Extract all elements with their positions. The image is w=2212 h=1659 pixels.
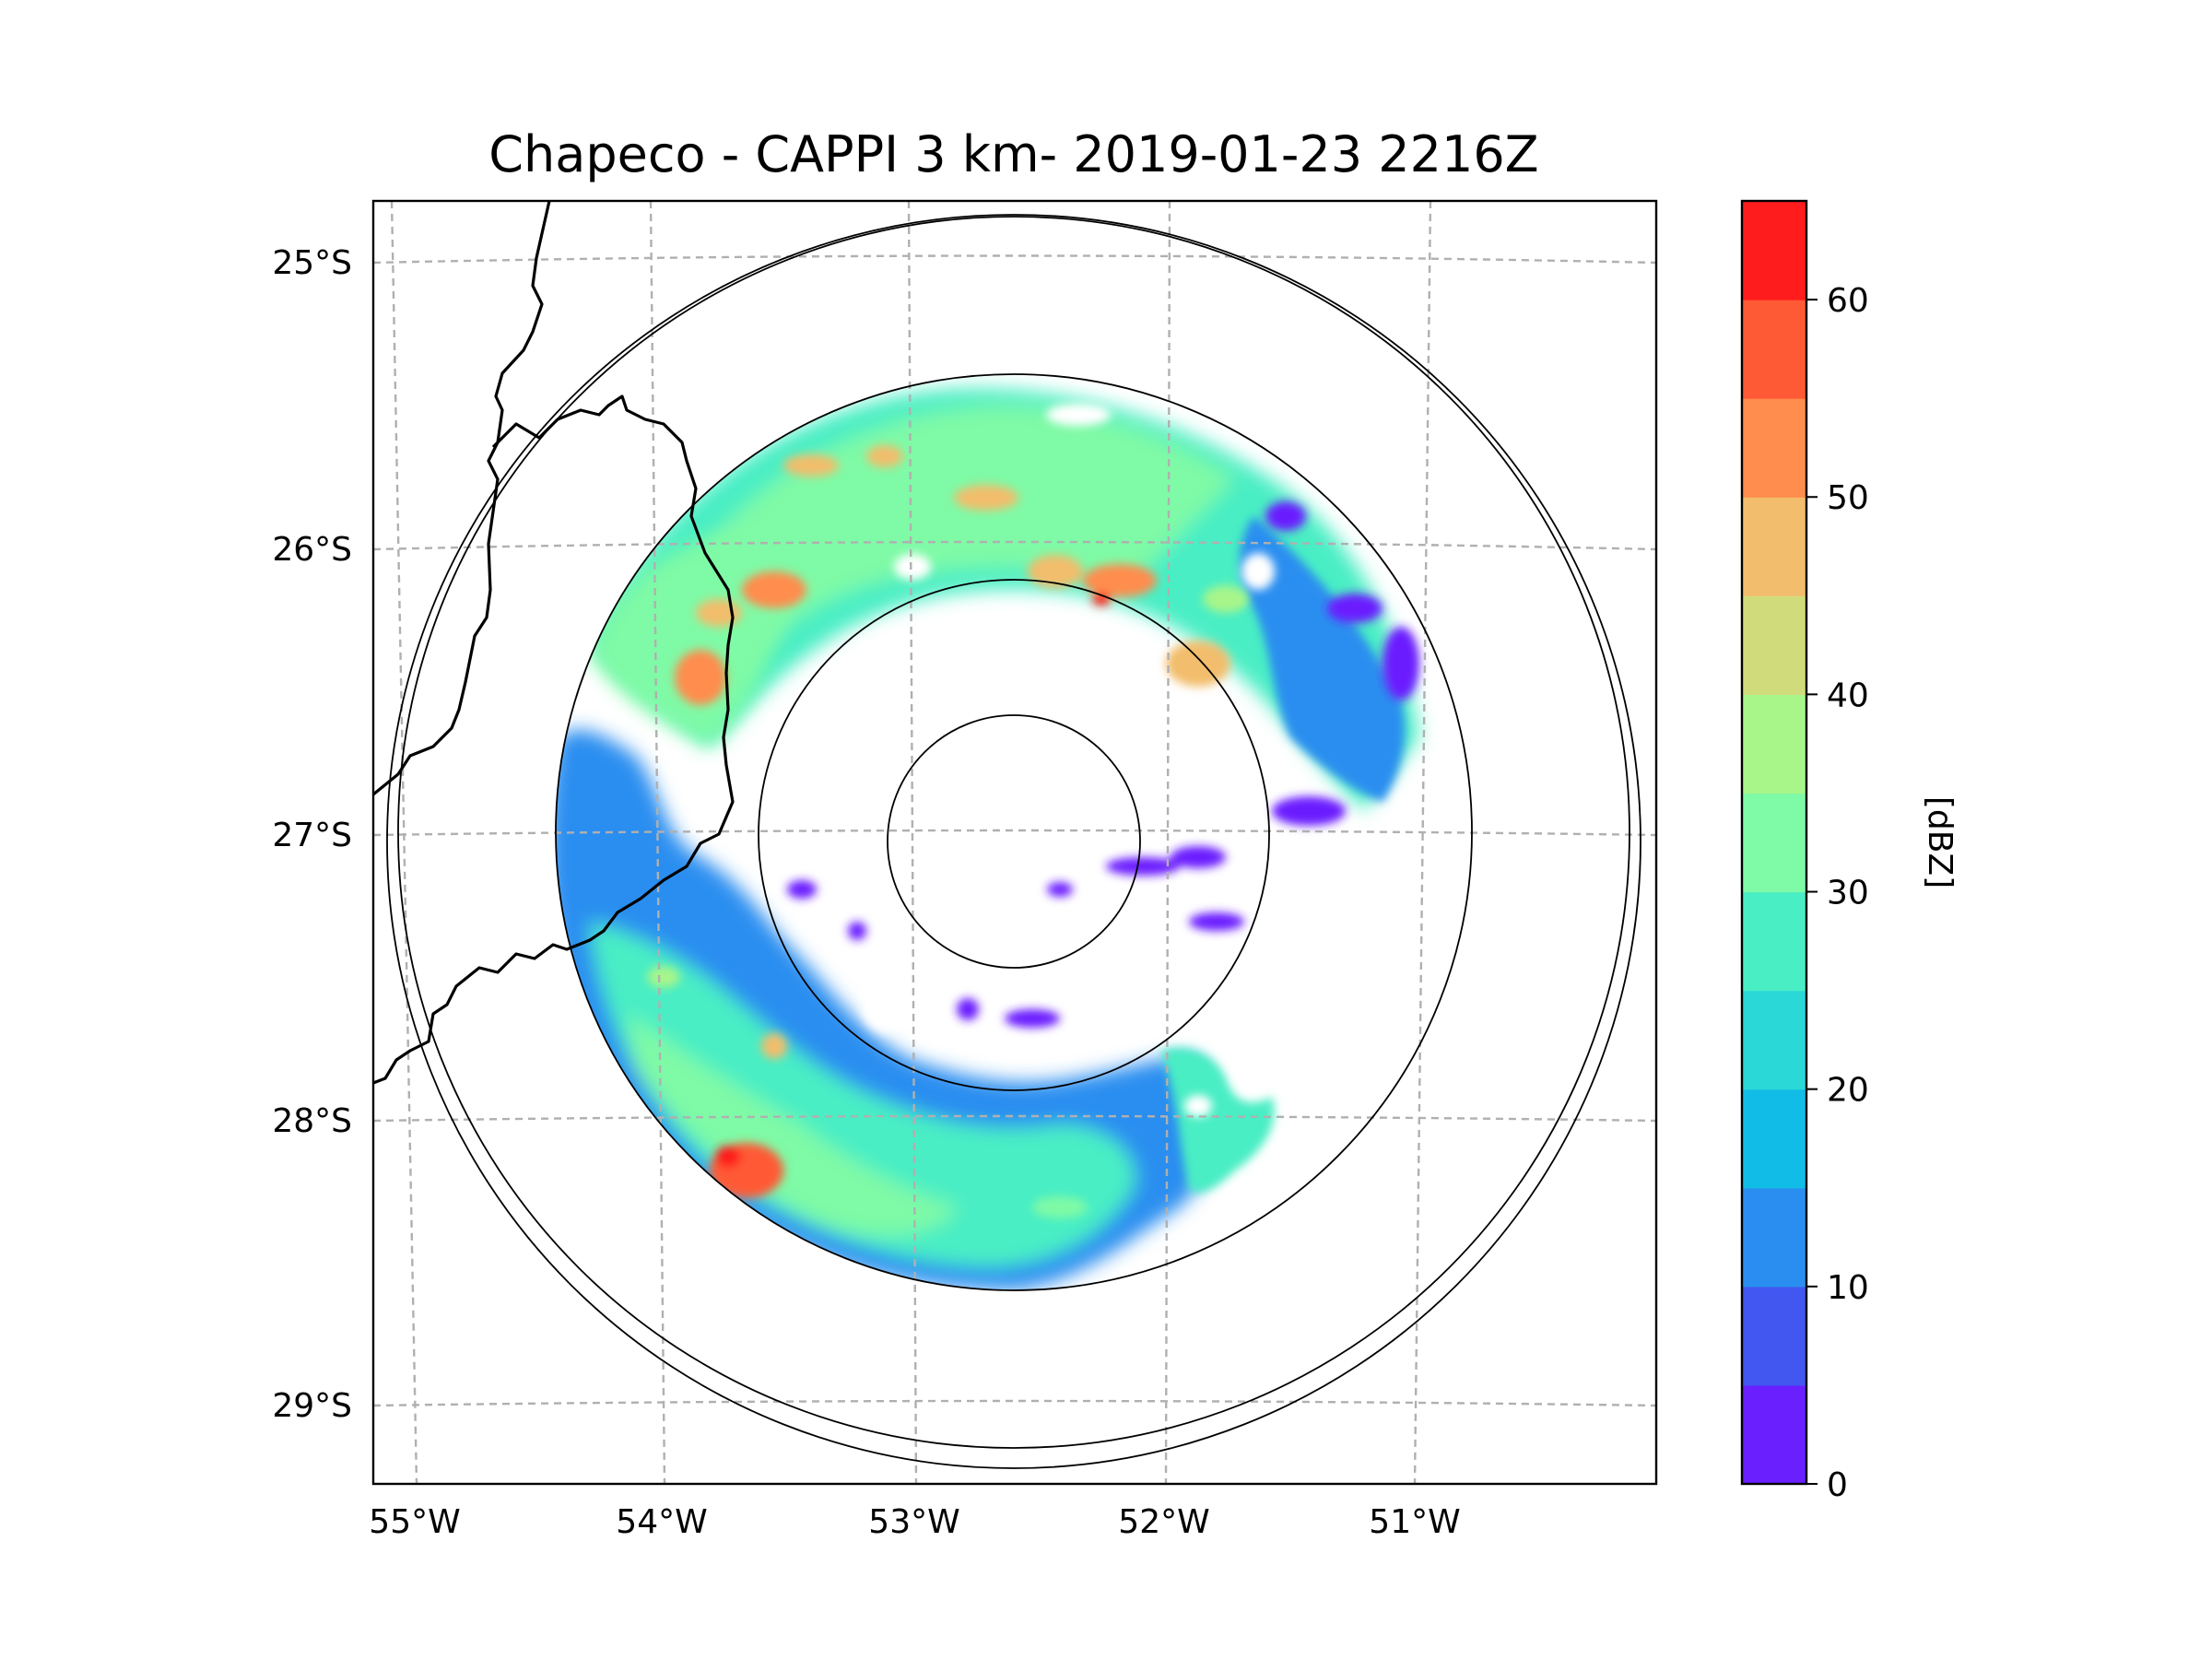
echo-weak-cell (848, 922, 866, 940)
echo-weak-cell (1382, 627, 1419, 700)
echo-core (742, 571, 806, 608)
colorbar-swatch (1742, 694, 1806, 794)
echo-gap (1046, 404, 1111, 426)
colorbar-frame (1740, 199, 1808, 1486)
echo-core (1032, 1196, 1088, 1218)
echo-weak-cell (1106, 857, 1180, 876)
echo-gap (1120, 687, 1184, 742)
echo-weak-cell (1327, 594, 1382, 623)
echo-weak-cell (1005, 1009, 1060, 1028)
range-rings (386, 214, 1641, 1469)
echo-core (954, 485, 1018, 511)
colorbar-tick-label: 10 (1827, 1269, 1869, 1307)
echo-core (1166, 641, 1230, 687)
colorbar-swatch (1742, 1088, 1806, 1189)
border-line (373, 394, 735, 1085)
longitude-labels: 55°W 54°W 53°W 52°W 51°W (369, 1503, 1460, 1541)
echo-core (1203, 585, 1249, 613)
echo-north-green (700, 406, 1235, 682)
colorbar-tick-label: 40 (1827, 677, 1869, 714)
lat-tick-label: 29°S (272, 1387, 352, 1425)
colorbar-swatches (1742, 201, 1806, 1485)
echo-weak-cell (787, 880, 817, 899)
echo-core (675, 650, 726, 705)
colorbar-swatch (1742, 990, 1806, 1090)
colorbar: 0 10 20 30 40 50 60 [dBZ] (1740, 199, 1959, 1504)
colorbar-ticks: 0 10 20 30 40 50 60 (1806, 282, 1869, 1504)
colorbar-swatch (1742, 793, 1806, 893)
lat-tick-label: 25°S (272, 244, 352, 282)
colorbar-tick-label: 20 (1827, 1072, 1869, 1110)
echo-weak-cell (1047, 882, 1073, 897)
colorbar-swatch (1742, 1187, 1806, 1288)
echo-weak-cell (1265, 501, 1306, 531)
echo-weak-cell (1189, 912, 1244, 931)
echo-core (1028, 555, 1083, 588)
echo-core (866, 445, 903, 467)
echo-west-green (627, 1014, 959, 1236)
figure-title: Chapeco - CAPPI 3 km- 2019-01-23 2216Z (488, 125, 1538, 183)
echo-core (1083, 564, 1157, 597)
colorbar-swatch (1742, 398, 1806, 498)
colorbar-swatch (1742, 497, 1806, 596)
colorbar-swatch (1742, 300, 1806, 399)
echo-weak-cell (1171, 846, 1226, 868)
echo-gap (894, 554, 931, 580)
echo-core (783, 454, 839, 477)
echo-core (1092, 593, 1111, 606)
echo-gap (1184, 1095, 1212, 1117)
echo-ne-band (1240, 516, 1405, 802)
echo-se-cluster (1161, 1047, 1275, 1193)
colorbar-swatch (1742, 595, 1806, 695)
lon-tick-label: 53°W (868, 1503, 959, 1541)
colorbar-swatch (1742, 1286, 1806, 1386)
latitude-labels: 25°S 26°S 27°S 28°S 29°S (272, 244, 352, 1425)
echo-gap (1241, 553, 1275, 590)
echo-west-mid (590, 922, 1135, 1267)
border-line (373, 201, 551, 796)
range-ring (386, 214, 1641, 1469)
reflectivity-echoes (556, 388, 1419, 1290)
range-ring (555, 373, 1473, 1291)
echo-weak-cell (1272, 796, 1346, 826)
echo-core (696, 599, 742, 627)
map-frame (371, 199, 1658, 1486)
echo-core (715, 1146, 741, 1168)
lat-tick-label: 28°S (272, 1102, 352, 1140)
colorbar-label: [dBZ] (1921, 796, 1959, 888)
echo-core (761, 1033, 787, 1059)
echo-nw-base (590, 535, 787, 747)
range-ring (397, 216, 1630, 1449)
range-ring (758, 579, 1270, 1091)
lon-tick-label: 55°W (369, 1503, 460, 1541)
lat-tick-label: 26°S (272, 531, 352, 569)
colorbar-swatch (1742, 201, 1806, 300)
lon-tick-label: 54°W (616, 1503, 707, 1541)
colorbar-tick-label: 50 (1827, 479, 1869, 517)
echo-core (647, 966, 680, 988)
lon-tick-label: 51°W (1369, 1503, 1460, 1541)
colorbar-tick-label: 0 (1827, 1466, 1848, 1504)
lat-tick-label: 27°S (272, 817, 352, 854)
colorbar-tick-label: 60 (1827, 282, 1869, 320)
colorbar-swatch (1742, 891, 1806, 992)
echo-gap (862, 977, 908, 1032)
lon-tick-label: 52°W (1118, 1503, 1209, 1541)
map-axes: 25°S 26°S 27°S 28°S 29°S 55°W 54°W 53°W … (272, 199, 1658, 1541)
colorbar-swatch (1742, 1384, 1806, 1485)
colorbar-tick-label: 30 (1827, 875, 1869, 912)
political-borders (373, 201, 735, 1085)
range-ring (887, 714, 1141, 969)
echo-weak-cell (957, 998, 979, 1020)
